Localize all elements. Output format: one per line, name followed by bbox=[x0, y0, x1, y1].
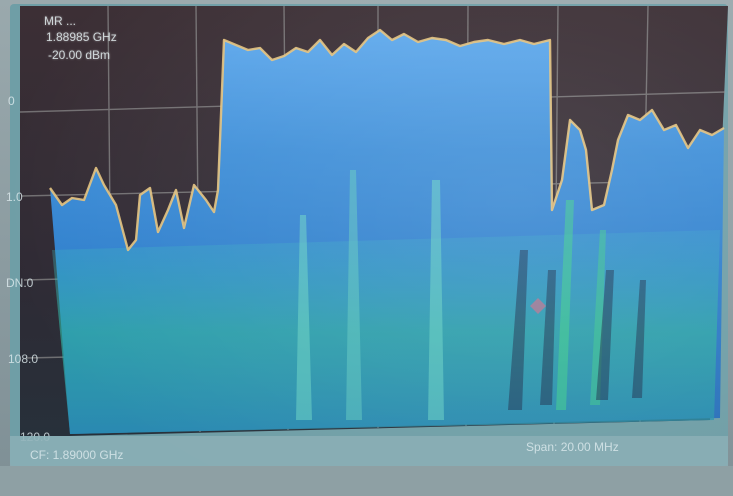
marker-frequency: 1.88985 GHz bbox=[46, 30, 117, 44]
y-tick-3: 108.0 bbox=[8, 352, 38, 366]
y-tick-2: DN.0 bbox=[6, 276, 33, 290]
span-readout: Span: 20.00 MHz bbox=[526, 440, 619, 454]
y-tick-0: 0 bbox=[8, 94, 15, 108]
y-tick-1: 1.0 bbox=[6, 190, 23, 204]
center-frequency: CF: 1.89000 GHz bbox=[30, 448, 123, 462]
bezel-bottom bbox=[0, 466, 733, 496]
marker-power: -20.00 dBm bbox=[48, 48, 110, 62]
marker-label: MR ... bbox=[44, 14, 76, 28]
